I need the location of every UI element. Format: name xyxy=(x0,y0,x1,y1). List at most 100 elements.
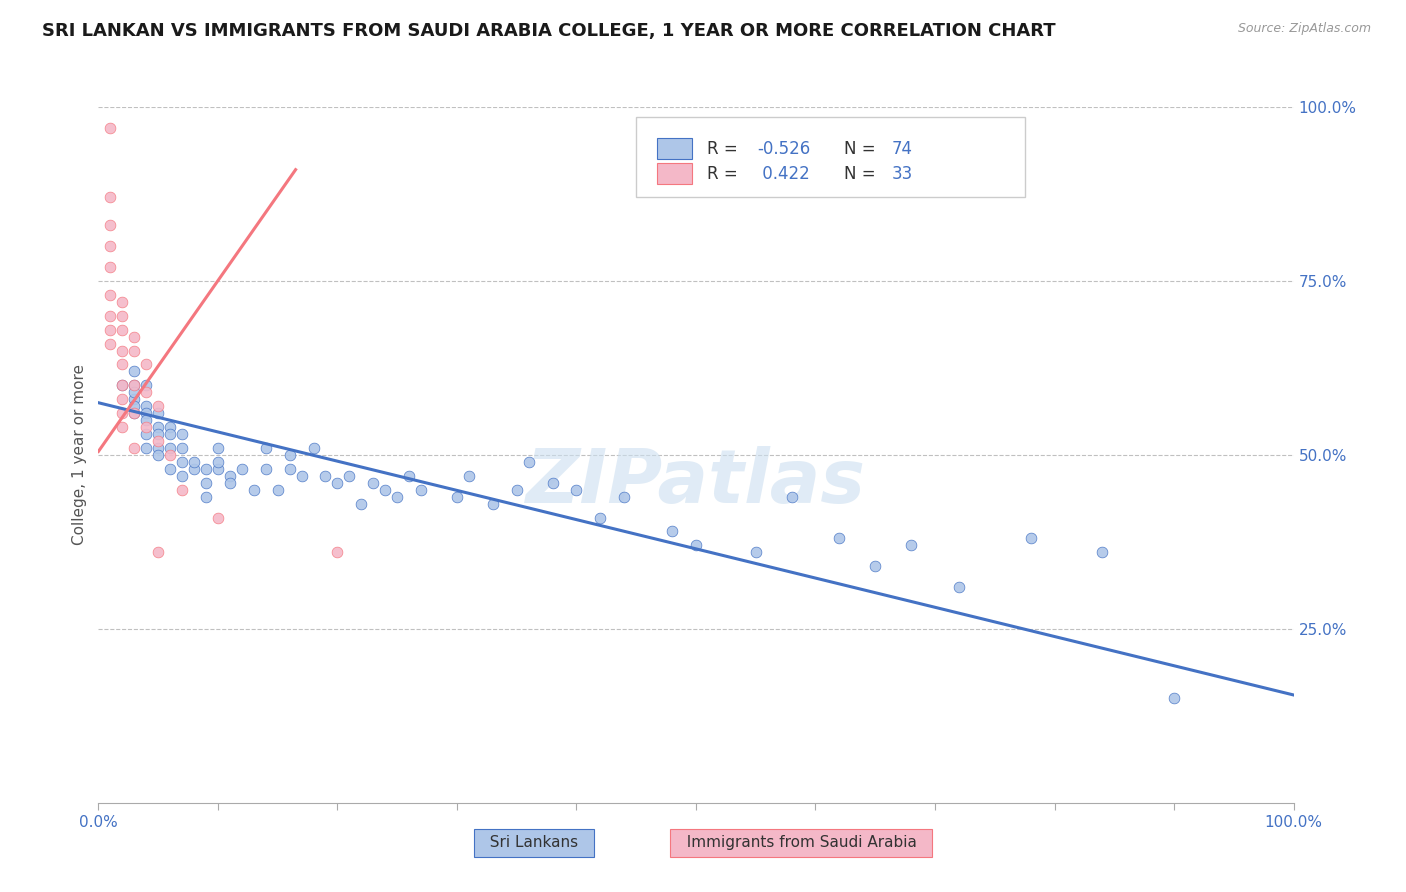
Point xyxy=(374,483,396,497)
Point xyxy=(254,441,277,455)
Point xyxy=(148,399,170,413)
Point xyxy=(517,455,540,469)
Point xyxy=(98,120,122,135)
Point xyxy=(863,559,886,574)
Point xyxy=(124,406,146,420)
Text: N =: N = xyxy=(844,140,882,158)
Point xyxy=(148,434,170,448)
Point xyxy=(613,490,636,504)
Point xyxy=(148,441,170,455)
Point xyxy=(124,343,146,358)
Point xyxy=(1163,691,1185,706)
Point xyxy=(337,468,360,483)
Point xyxy=(780,490,803,504)
Text: 74: 74 xyxy=(891,140,912,158)
Text: Sri Lankans: Sri Lankans xyxy=(481,836,588,850)
Y-axis label: College, 1 year or more: College, 1 year or more xyxy=(72,365,87,545)
Point xyxy=(278,462,301,476)
Point xyxy=(219,468,242,483)
Point xyxy=(111,294,134,309)
Point xyxy=(1019,532,1042,546)
Point xyxy=(172,455,194,469)
Point xyxy=(207,462,229,476)
Text: SRI LANKAN VS IMMIGRANTS FROM SAUDI ARABIA COLLEGE, 1 YEAR OR MORE CORRELATION C: SRI LANKAN VS IMMIGRANTS FROM SAUDI ARAB… xyxy=(42,22,1056,40)
Point xyxy=(948,580,970,594)
Point xyxy=(231,462,253,476)
Point xyxy=(148,448,170,462)
Point xyxy=(172,468,194,483)
Text: Source: ZipAtlas.com: Source: ZipAtlas.com xyxy=(1237,22,1371,36)
Point xyxy=(111,343,134,358)
Point xyxy=(159,420,181,434)
Point xyxy=(385,490,409,504)
Point xyxy=(148,406,170,420)
Point xyxy=(135,399,157,413)
Point xyxy=(183,455,205,469)
Point xyxy=(148,420,170,434)
Point xyxy=(685,538,707,552)
Point xyxy=(124,399,146,413)
Point xyxy=(1091,545,1114,559)
FancyBboxPatch shape xyxy=(636,118,1025,197)
Point xyxy=(458,468,481,483)
Point xyxy=(124,378,146,392)
Point xyxy=(267,483,290,497)
Point xyxy=(481,497,505,511)
Point xyxy=(148,427,170,442)
Point xyxy=(124,364,146,378)
Point xyxy=(172,441,194,455)
Point xyxy=(745,545,768,559)
Point xyxy=(194,462,217,476)
Point xyxy=(350,497,373,511)
Point xyxy=(207,441,229,455)
Point xyxy=(900,538,922,552)
Point xyxy=(98,309,122,323)
Point xyxy=(111,406,134,420)
Text: R =: R = xyxy=(707,164,748,183)
Point xyxy=(207,510,229,524)
Point xyxy=(111,420,134,434)
Point xyxy=(135,427,157,442)
Point xyxy=(589,510,612,524)
Text: -0.526: -0.526 xyxy=(756,140,810,158)
Point xyxy=(290,468,312,483)
Point xyxy=(135,378,157,392)
Point xyxy=(124,378,146,392)
Point xyxy=(207,455,229,469)
FancyBboxPatch shape xyxy=(657,163,692,184)
Point xyxy=(159,427,181,442)
Point xyxy=(326,475,349,490)
Point xyxy=(411,483,433,497)
Point xyxy=(135,406,157,420)
Point xyxy=(111,309,134,323)
Point xyxy=(124,392,146,407)
Point xyxy=(111,323,134,337)
Point xyxy=(135,420,157,434)
Text: 0.422: 0.422 xyxy=(756,164,810,183)
Point xyxy=(98,190,122,204)
Point xyxy=(159,448,181,462)
Point xyxy=(111,378,134,392)
Point xyxy=(124,329,146,343)
Point xyxy=(124,406,146,420)
Text: N =: N = xyxy=(844,164,882,183)
Point xyxy=(148,545,170,559)
Point xyxy=(124,441,146,455)
Point xyxy=(219,475,242,490)
Point xyxy=(111,378,134,392)
Point xyxy=(398,468,420,483)
Point xyxy=(98,260,122,274)
FancyBboxPatch shape xyxy=(657,138,692,159)
Point xyxy=(243,483,266,497)
Point xyxy=(446,490,468,504)
Point xyxy=(183,462,205,476)
Point xyxy=(194,475,217,490)
Point xyxy=(135,358,157,372)
Point xyxy=(111,392,134,407)
Point xyxy=(278,448,301,462)
Text: 33: 33 xyxy=(891,164,914,183)
Point xyxy=(194,490,217,504)
Point xyxy=(98,239,122,253)
Text: R =: R = xyxy=(707,140,742,158)
Text: ZIPatlas: ZIPatlas xyxy=(526,446,866,519)
